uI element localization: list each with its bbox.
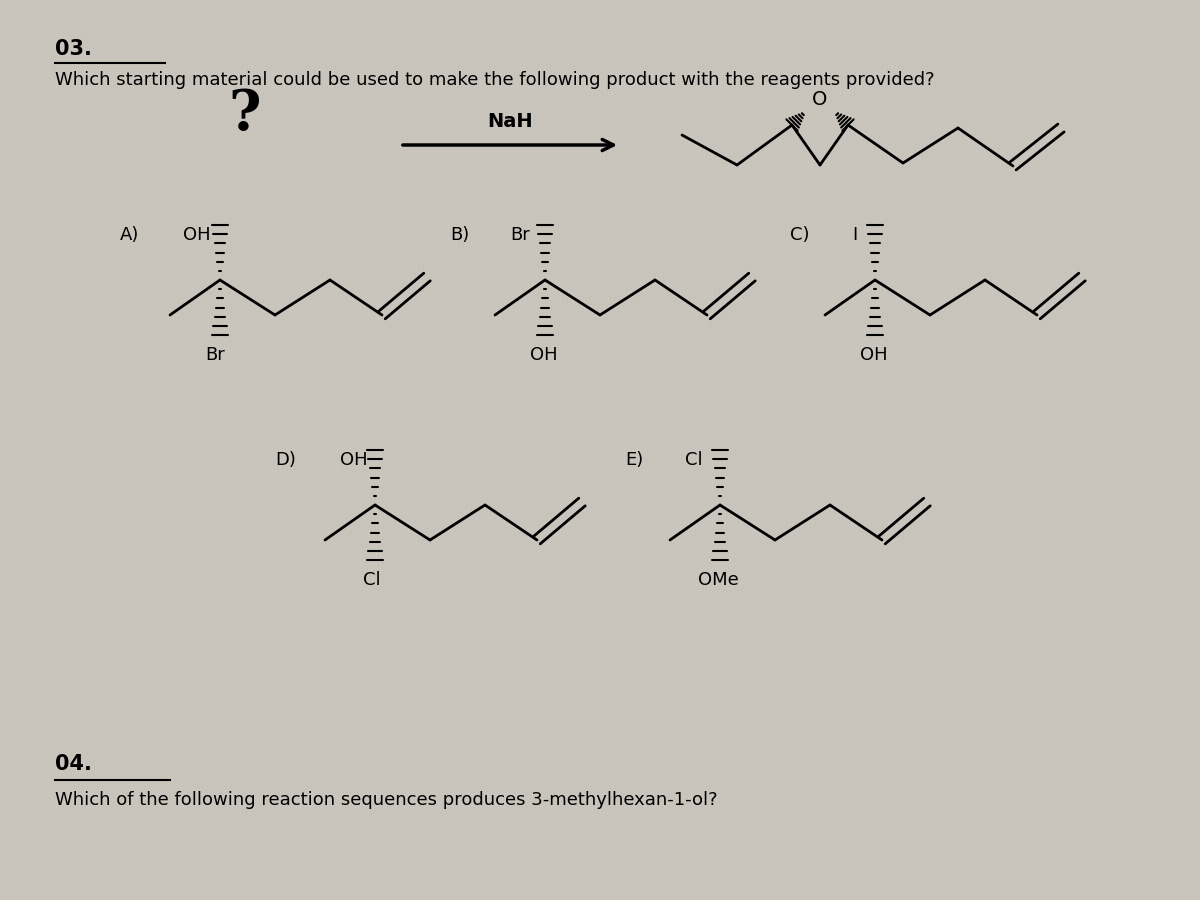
Text: A): A): [120, 226, 139, 244]
Text: OH: OH: [182, 226, 211, 244]
Text: I: I: [852, 226, 857, 244]
Text: 03.: 03.: [55, 39, 92, 59]
Text: C): C): [790, 226, 810, 244]
Text: Which starting material could be used to make the following product with the rea: Which starting material could be used to…: [55, 71, 935, 89]
Text: 04.: 04.: [55, 754, 92, 774]
Text: Cl: Cl: [685, 451, 703, 469]
Text: Cl: Cl: [364, 571, 380, 589]
Text: OMe: OMe: [698, 571, 739, 589]
Text: O: O: [812, 90, 828, 109]
Text: OH: OH: [340, 451, 367, 469]
Text: OH: OH: [860, 346, 888, 364]
Text: Br: Br: [510, 226, 529, 244]
Text: Which of the following reaction sequences produces 3-methylhexan-1-ol?: Which of the following reaction sequence…: [55, 791, 718, 809]
Text: ?: ?: [229, 87, 262, 142]
Text: Br: Br: [205, 346, 224, 364]
Text: OH: OH: [530, 346, 558, 364]
Text: D): D): [275, 451, 296, 469]
Text: B): B): [450, 226, 469, 244]
Text: E): E): [625, 451, 643, 469]
Text: NaH: NaH: [487, 112, 533, 131]
